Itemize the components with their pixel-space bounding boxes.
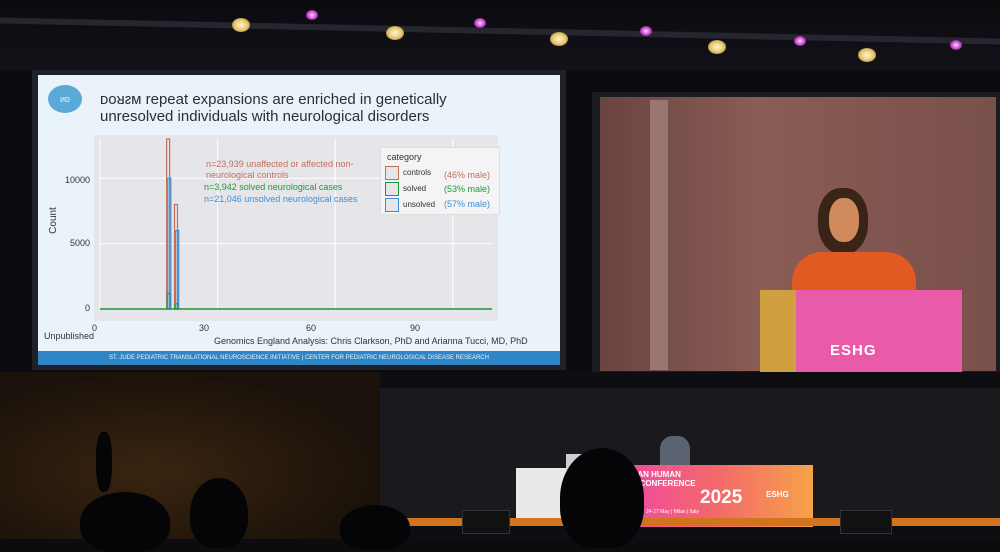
- legend-label: solved: [403, 184, 427, 194]
- stage-light: [232, 18, 250, 32]
- controls-annotation-line1: n=23,939 unaffected or affected non-: [206, 159, 354, 169]
- banner-title-line1: EAN HUMAN: [632, 470, 681, 479]
- solved-swatch-icon: [385, 182, 399, 196]
- background-pillar: [650, 100, 668, 370]
- stage-monitor-speaker: [462, 510, 510, 534]
- x-tick-label: 60: [306, 323, 317, 333]
- audience-head: [560, 448, 644, 548]
- stage-presenter: [660, 436, 690, 468]
- controls-swatch-icon: [385, 166, 399, 180]
- presentation-slide: ᴎᴅ ᴅᴏᴚᴤᴍ repeat expansions are enriched …: [38, 75, 560, 365]
- x-tick-label: 90: [410, 323, 421, 333]
- conference-banner: [625, 465, 813, 527]
- stage-light: [306, 10, 318, 20]
- audience-head: [190, 478, 248, 548]
- y-axis-label: Count: [47, 207, 59, 234]
- banner-brand: ESHG: [766, 490, 789, 499]
- stage-light: [640, 26, 652, 36]
- unsolved-swatch-icon: [385, 198, 399, 212]
- legend-item-controls: controls: [385, 166, 499, 180]
- unpublished-label: Unpublished: [44, 331, 95, 341]
- podium-logo: ESHG: [830, 342, 877, 359]
- slide-logo-icon: ᴎᴅ: [48, 85, 82, 113]
- stage-light: [550, 32, 568, 46]
- solved-male-pct: (53% male): [444, 184, 491, 194]
- solved-annotation: n=3,942 solved neurological cases: [204, 182, 343, 192]
- slide-title: ᴅᴏᴚᴤᴍ repeat expansions are enriched in …: [100, 91, 540, 125]
- audience-microphone: [96, 432, 112, 492]
- banner-title-line2: S CONFERENCE: [632, 479, 696, 488]
- legend-label: controls: [403, 168, 432, 178]
- slide-footer: ST. JUDE PEDIATRIC TRANSLATIONAL NEUROSC…: [38, 351, 560, 365]
- legend-item-unsolved: unsolved: [385, 198, 499, 212]
- slide-title-line1: ᴅᴏᴚᴤᴍ repeat expansions are enriched in …: [100, 91, 447, 108]
- banner-year: 2025: [700, 487, 743, 508]
- y-tick-label: 0: [84, 303, 90, 313]
- controls-male-pct: (46% male): [444, 170, 491, 180]
- y-tick-label: 10000: [64, 175, 90, 185]
- audience-head: [80, 492, 170, 552]
- stage-light: [950, 40, 962, 50]
- stage-light: [386, 26, 404, 40]
- unsolved-male-pct: (57% male): [444, 199, 491, 209]
- controls-annotation-line2: neurological controls: [206, 170, 289, 180]
- speaker-jacket: [792, 252, 916, 292]
- stage-monitor-speaker: [840, 510, 892, 534]
- podium-side: [760, 290, 796, 372]
- stage-light: [474, 18, 486, 28]
- stage-edge-light: [398, 518, 1000, 526]
- stage-light: [794, 36, 806, 46]
- stage-light: [858, 48, 876, 62]
- analysis-credit: Genomics England Analysis: Chris Clarkso…: [214, 336, 528, 346]
- histogram-svg: [99, 138, 492, 310]
- histogram-plot-area: [94, 135, 498, 321]
- y-tick-label: 5000: [69, 238, 90, 248]
- audience-head: [340, 505, 410, 550]
- legend-item-solved: solved: [385, 182, 499, 196]
- banner-place: 24-27 May | Milan | Italy: [646, 509, 699, 515]
- legend-label: unsolved: [403, 200, 436, 210]
- chart-legend: category controls solved unsolved: [380, 147, 500, 215]
- banner-title: EAN HUMAN S CONFERENCE: [632, 470, 696, 488]
- legend-title: category: [387, 152, 422, 162]
- x-tick-label: 30: [199, 323, 210, 333]
- controls-annotation: n=23,939 unaffected or affected non- neu…: [206, 159, 354, 181]
- stage-light: [708, 40, 726, 54]
- speaker-face: [829, 198, 859, 242]
- slide-title-line2: unresolved individuals with neurological…: [100, 108, 430, 125]
- x-tick-label: 0: [92, 323, 98, 333]
- unsolved-annotation: n=21,046 unsolved neurological cases: [204, 194, 358, 204]
